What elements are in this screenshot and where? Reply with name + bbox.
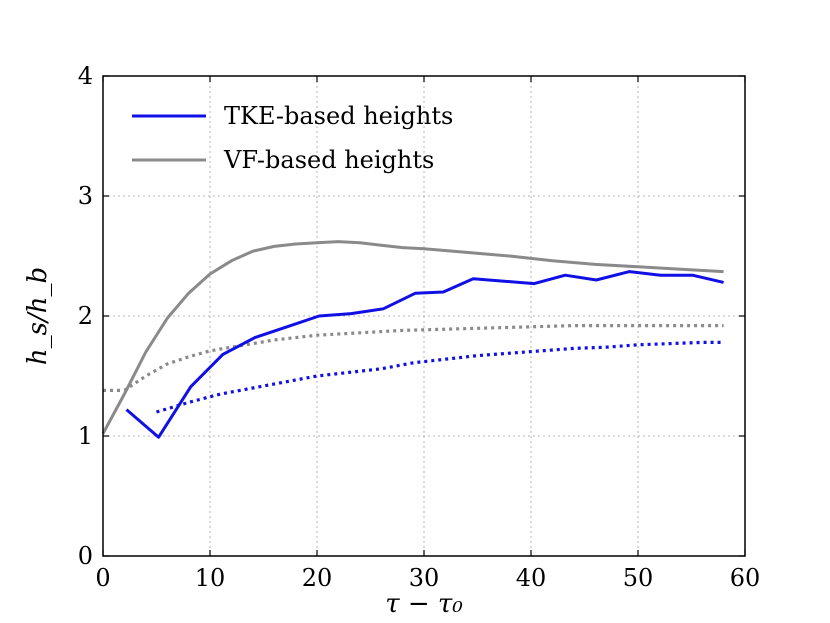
x-tick-label-60: 60 [730,564,761,592]
series-line-0 [125,270,724,439]
y-tick-label-3: 3 [78,182,93,210]
y-tick-label-0: 0 [78,542,93,570]
series-line-3 [103,324,724,392]
series-line-2 [156,340,724,414]
x-tick-label-0: 0 [95,564,110,592]
legend-label-vf: VF-based heights [223,146,434,174]
series-line-1 [101,240,724,435]
y-axis-label: h_s/h_b [23,267,53,365]
x-tick-label-20: 20 [302,564,333,592]
x-tick-label-40: 40 [516,564,547,592]
ticks [102,75,746,557]
legend: TKE-based heights VF-based heights [132,102,453,174]
y-tick-label-2: 2 [78,302,93,330]
tick-labels: 0 10 20 30 40 50 60 0 1 2 3 4 [78,62,761,592]
series-group [101,240,724,439]
y-tick-label-4: 4 [78,62,93,90]
x-tick-label-10: 10 [195,564,226,592]
legend-label-tke: TKE-based heights [224,102,453,130]
x-tick-label-50: 50 [623,564,654,592]
y-tick-label-1: 1 [78,422,93,450]
x-axis-label: τ − τ₀ [385,589,463,619]
x-tick-label-30: 30 [409,564,440,592]
grid [103,76,745,556]
